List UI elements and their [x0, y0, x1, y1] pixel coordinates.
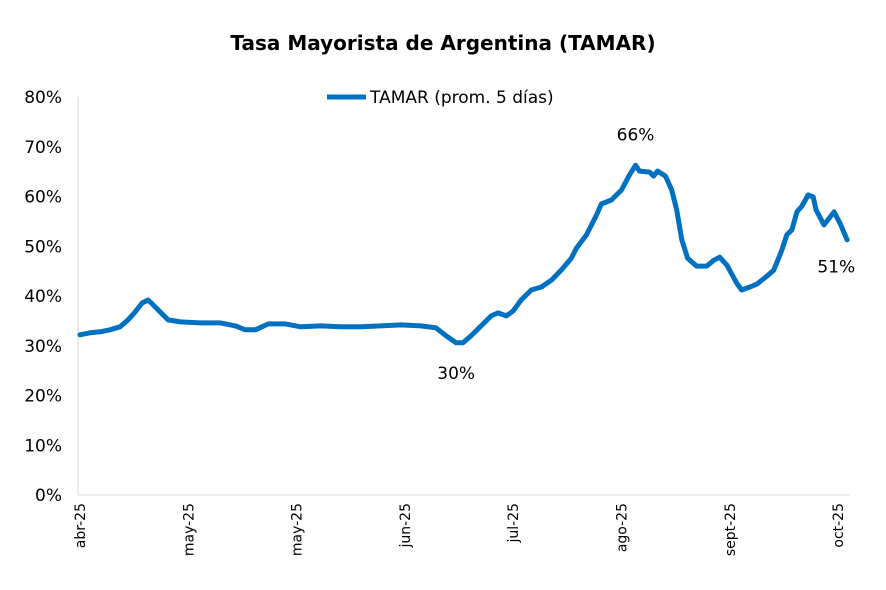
- y-tick-label: 80%: [24, 88, 62, 108]
- data-label: 66%: [617, 126, 655, 146]
- annotations: 66% 30% 51%: [437, 126, 855, 384]
- legend-label: TAMAR (prom. 5 días): [369, 88, 554, 108]
- x-axis-ticks: abr-25 may-25 may-25 jun-25 jul-25 ago-25 sept…: [73, 503, 847, 556]
- y-tick-label: 60%: [24, 188, 62, 208]
- x-tick-label: may-25: [290, 503, 306, 556]
- chart-title: Tasa Mayorista de Argentina (TAMAR): [230, 31, 655, 55]
- data-label: 51%: [817, 257, 855, 277]
- y-tick-label: 0%: [35, 486, 62, 506]
- series-line-tamar: [77, 162, 850, 346]
- y-tick-label: 20%: [24, 387, 62, 407]
- x-tick-label: jun-25: [398, 503, 414, 549]
- x-tick-label: jul-25: [506, 503, 522, 544]
- y-axis-ticks: 0% 10% 20% 30% 40% 50% 60% 70% 80%: [24, 88, 62, 506]
- x-tick-label: ago-25: [615, 503, 631, 552]
- x-tick-label: abr-25: [73, 503, 89, 548]
- y-tick-label: 10%: [24, 436, 62, 456]
- y-tick-label: 40%: [24, 287, 62, 307]
- data-label: 30%: [437, 364, 475, 384]
- x-tick-label: may-25: [181, 503, 197, 556]
- x-tick-label: oct-25: [831, 503, 847, 548]
- legend: TAMAR (prom. 5 días): [327, 88, 554, 108]
- x-tick-label: sept-25: [723, 503, 739, 556]
- y-tick-label: 70%: [24, 138, 62, 158]
- y-tick-label: 30%: [24, 337, 62, 357]
- y-tick-label: 50%: [24, 237, 62, 257]
